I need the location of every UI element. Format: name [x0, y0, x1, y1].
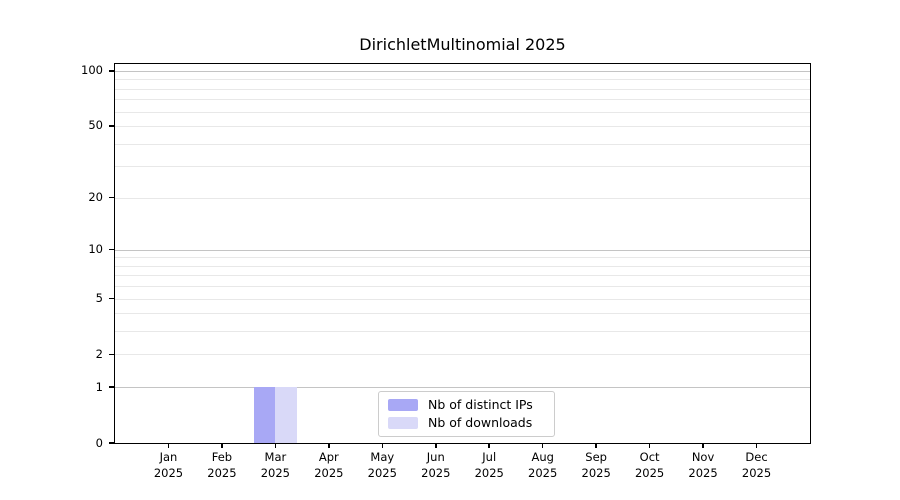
x-tick — [595, 443, 597, 448]
y-tick-label: 10 — [88, 242, 103, 257]
x-tick-month: Mar — [264, 450, 287, 464]
x-tick-month: Nov — [691, 450, 715, 464]
y-tick-label: 5 — [95, 291, 103, 306]
x-tick — [221, 443, 223, 448]
chart-title: DirichletMultinomial 2025 — [359, 35, 566, 54]
x-tick-month: Apr — [318, 450, 339, 464]
y-tick-label: 0 — [95, 435, 103, 450]
legend-label: Nb of distinct IPs — [428, 397, 533, 412]
x-tick — [167, 443, 170, 448]
y-gridline-major — [115, 249, 810, 251]
x-tick-year: 2025 — [634, 465, 665, 480]
x-tick-label: Jun 2025 — [406, 450, 466, 481]
y-tick-label: 50 — [88, 118, 103, 133]
legend: Nb of distinct IPs Nb of downloads — [378, 391, 555, 437]
x-tick — [702, 443, 704, 448]
x-tick — [274, 443, 277, 448]
y-gridline-minor — [115, 88, 810, 90]
x-tick-month: May — [370, 450, 395, 464]
y-tick-label: 1 — [95, 379, 103, 394]
legend-row: Nb of distinct IPs — [388, 398, 545, 412]
x-tick-label: Oct 2025 — [620, 450, 680, 481]
legend-row: Nb of downloads — [388, 416, 545, 430]
y-gridline-minor — [115, 79, 810, 81]
y-tick-label: 2 — [95, 346, 103, 361]
x-tick-year: 2025 — [474, 465, 504, 480]
x-tick-label: Mar 2025 — [245, 450, 305, 481]
legend-swatch — [388, 417, 418, 430]
y-gridline-minor — [115, 197, 810, 199]
x-tick-year: 2025 — [207, 465, 237, 480]
y-gridline-minor — [115, 313, 810, 315]
x-tick-label: Sep 2025 — [566, 450, 626, 481]
x-tick-month: Jan — [159, 450, 178, 464]
x-tick-year: 2025 — [741, 465, 772, 480]
x-tick-year: 2025 — [421, 465, 451, 480]
x-tick-month: Feb — [211, 450, 233, 464]
bar-distinct-ips — [254, 387, 276, 443]
y-gridline-minor — [115, 143, 810, 145]
x-tick-year: 2025 — [260, 465, 291, 480]
y-tick-label: 100 — [81, 63, 103, 78]
y-tick — [109, 248, 115, 251]
x-tick-label: Nov 2025 — [673, 450, 733, 481]
x-tick-year: 2025 — [581, 465, 611, 480]
y-gridline-minor — [115, 125, 810, 127]
x-tick-year: 2025 — [528, 465, 558, 480]
y-tick — [109, 70, 115, 72]
x-tick-month: Jul — [482, 450, 497, 464]
y-gridline-minor — [115, 99, 810, 101]
x-tick-year: 2025 — [153, 465, 184, 480]
x-tick-label: Aug 2025 — [513, 450, 573, 481]
x-tick — [648, 443, 651, 448]
x-tick-label: Jul 2025 — [459, 450, 519, 481]
x-tick — [755, 443, 758, 448]
x-tick-label: Jan 2025 — [138, 450, 198, 481]
y-gridline-minor — [115, 111, 810, 113]
x-tick-year: 2025 — [688, 465, 718, 480]
x-tick-month: Dec — [745, 450, 768, 464]
y-gridline-minor — [115, 166, 810, 168]
y-gridline-major — [115, 387, 810, 389]
x-tick-month: Jun — [426, 450, 445, 464]
x-tick — [381, 443, 384, 448]
y-tick-label: 20 — [88, 190, 103, 205]
y-tick — [109, 196, 115, 199]
x-tick — [328, 443, 330, 448]
y-gridline-minor — [115, 265, 810, 267]
x-tick-month: Oct — [639, 450, 660, 464]
legend-swatch — [388, 398, 418, 411]
y-gridline-minor — [115, 257, 810, 259]
y-tick — [109, 297, 115, 300]
y-gridline-minor — [115, 298, 810, 300]
y-gridline-minor — [115, 331, 810, 333]
y-tick — [109, 353, 115, 356]
x-tick-year: 2025 — [367, 465, 397, 480]
y-tick — [109, 386, 115, 388]
y-tick — [109, 442, 115, 444]
x-tick-label: Feb 2025 — [192, 450, 252, 481]
bar-downloads — [275, 387, 297, 443]
x-tick — [435, 443, 437, 448]
y-gridline-minor — [115, 354, 810, 356]
y-gridline-minor — [115, 286, 810, 288]
y-tick — [109, 125, 115, 127]
y-gridline-major — [115, 70, 810, 72]
plot-area: 0 1 2 5 10 20 50 100 Jan 2025 Feb 2025 Mar 2025 Apr 202… — [81, 63, 811, 480]
x-tick-month: Sep — [585, 450, 607, 464]
x-tick-label: Apr 2025 — [299, 450, 359, 481]
x-tick-month: Aug — [531, 450, 554, 464]
x-tick-label: Dec 2025 — [727, 450, 787, 481]
x-tick — [488, 443, 490, 448]
legend-label: Nb of downloads — [428, 415, 533, 431]
y-gridline-minor — [115, 275, 810, 277]
x-tick-year: 2025 — [314, 465, 344, 480]
x-tick-label: May 2025 — [352, 450, 412, 481]
x-tick — [541, 443, 544, 448]
